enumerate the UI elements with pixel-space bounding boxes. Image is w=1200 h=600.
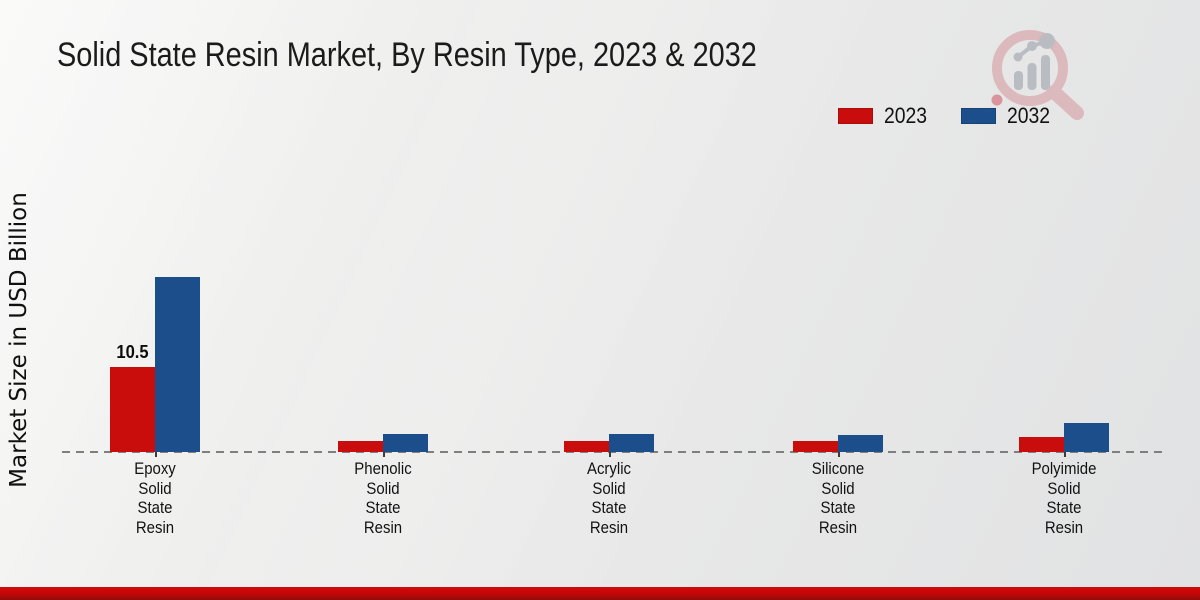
category-label-silicone-solid-state-resin: Silicone Solid State Resin	[763, 459, 913, 537]
category-label-line: State	[591, 498, 627, 517]
bar-2032-silicone-solid-state-resin	[838, 435, 883, 452]
category-label-epoxy-solid-state-resin: Epoxy Solid State Resin	[80, 459, 230, 537]
x-axis-tick-polyimide-solid-state-resin	[1064, 452, 1066, 457]
category-label-line: Phenolic	[354, 459, 412, 478]
category-label-line: Polyimide	[1031, 459, 1097, 478]
bar-2032-phenolic-solid-state-resin	[383, 434, 428, 452]
footer-accent-band	[0, 587, 1200, 600]
category-label-line: State	[365, 498, 401, 517]
x-axis-dashed-baseline	[62, 451, 1163, 453]
bar-2023-acrylic-solid-state-resin	[564, 441, 609, 452]
category-label-line: Solid	[592, 478, 626, 498]
category-label-line: Solid	[1047, 478, 1081, 498]
category-label-line: Resin	[363, 517, 403, 537]
bar-2023-epoxy-solid-state-resin	[110, 367, 155, 452]
category-label-acrylic-solid-state-resin: Acrylic Solid State Resin	[534, 459, 684, 537]
bar-2032-polyimide-solid-state-resin	[1064, 423, 1109, 452]
category-label-line: Resin	[135, 517, 175, 537]
category-label-line: Solid	[366, 478, 400, 498]
bar-2023-silicone-solid-state-resin	[793, 441, 838, 452]
bar-2032-epoxy-solid-state-resin	[155, 277, 200, 452]
legend-label-2032: 2032	[1006, 103, 1051, 128]
y-axis-label: Market Size in USD Billion	[6, 192, 32, 488]
bar-2032-acrylic-solid-state-resin	[609, 434, 654, 452]
category-label-line: Acrylic	[586, 459, 632, 478]
category-label-phenolic-solid-state-resin: Phenolic Solid State Resin	[308, 459, 458, 537]
x-axis-tick-phenolic-solid-state-resin	[383, 452, 385, 457]
legend-item-2032: 2032	[960, 103, 1056, 129]
legend-label-2023: 2023	[884, 103, 928, 128]
chart-title: Solid State Resin Market, By Resin Type,…	[57, 36, 757, 74]
category-label-line: State	[1046, 498, 1082, 517]
x-axis-tick-acrylic-solid-state-resin	[609, 452, 611, 457]
legend-item-2023: 2023	[838, 103, 933, 129]
category-label-line: Resin	[818, 517, 858, 537]
magnifier-bar-chart-logo-icon	[991, 30, 1084, 120]
legend-swatch-2032	[960, 108, 996, 124]
legend: 2023 2032	[838, 103, 1056, 129]
category-label-line: Epoxy	[134, 459, 176, 478]
category-label-line: Solid	[821, 478, 855, 498]
category-label-line: State	[137, 498, 173, 517]
category-label-line: State	[820, 498, 856, 517]
bar-value-label-2023-epoxy-solid-state-resin: 10.5	[116, 342, 149, 362]
category-label-line: Solid	[138, 478, 172, 498]
category-label-line: Silicone	[811, 459, 865, 478]
category-label-line: Resin	[589, 517, 629, 537]
x-axis-tick-epoxy-solid-state-resin	[155, 452, 157, 457]
legend-swatch-2023	[838, 108, 873, 124]
x-axis-tick-silicone-solid-state-resin	[838, 452, 840, 457]
category-label-line: Resin	[1044, 517, 1084, 537]
category-label-polyimide-solid-state-resin: Polyimide Solid State Resin	[989, 459, 1139, 537]
bar-2023-phenolic-solid-state-resin	[338, 441, 383, 452]
bar-2023-polyimide-solid-state-resin	[1019, 437, 1064, 452]
